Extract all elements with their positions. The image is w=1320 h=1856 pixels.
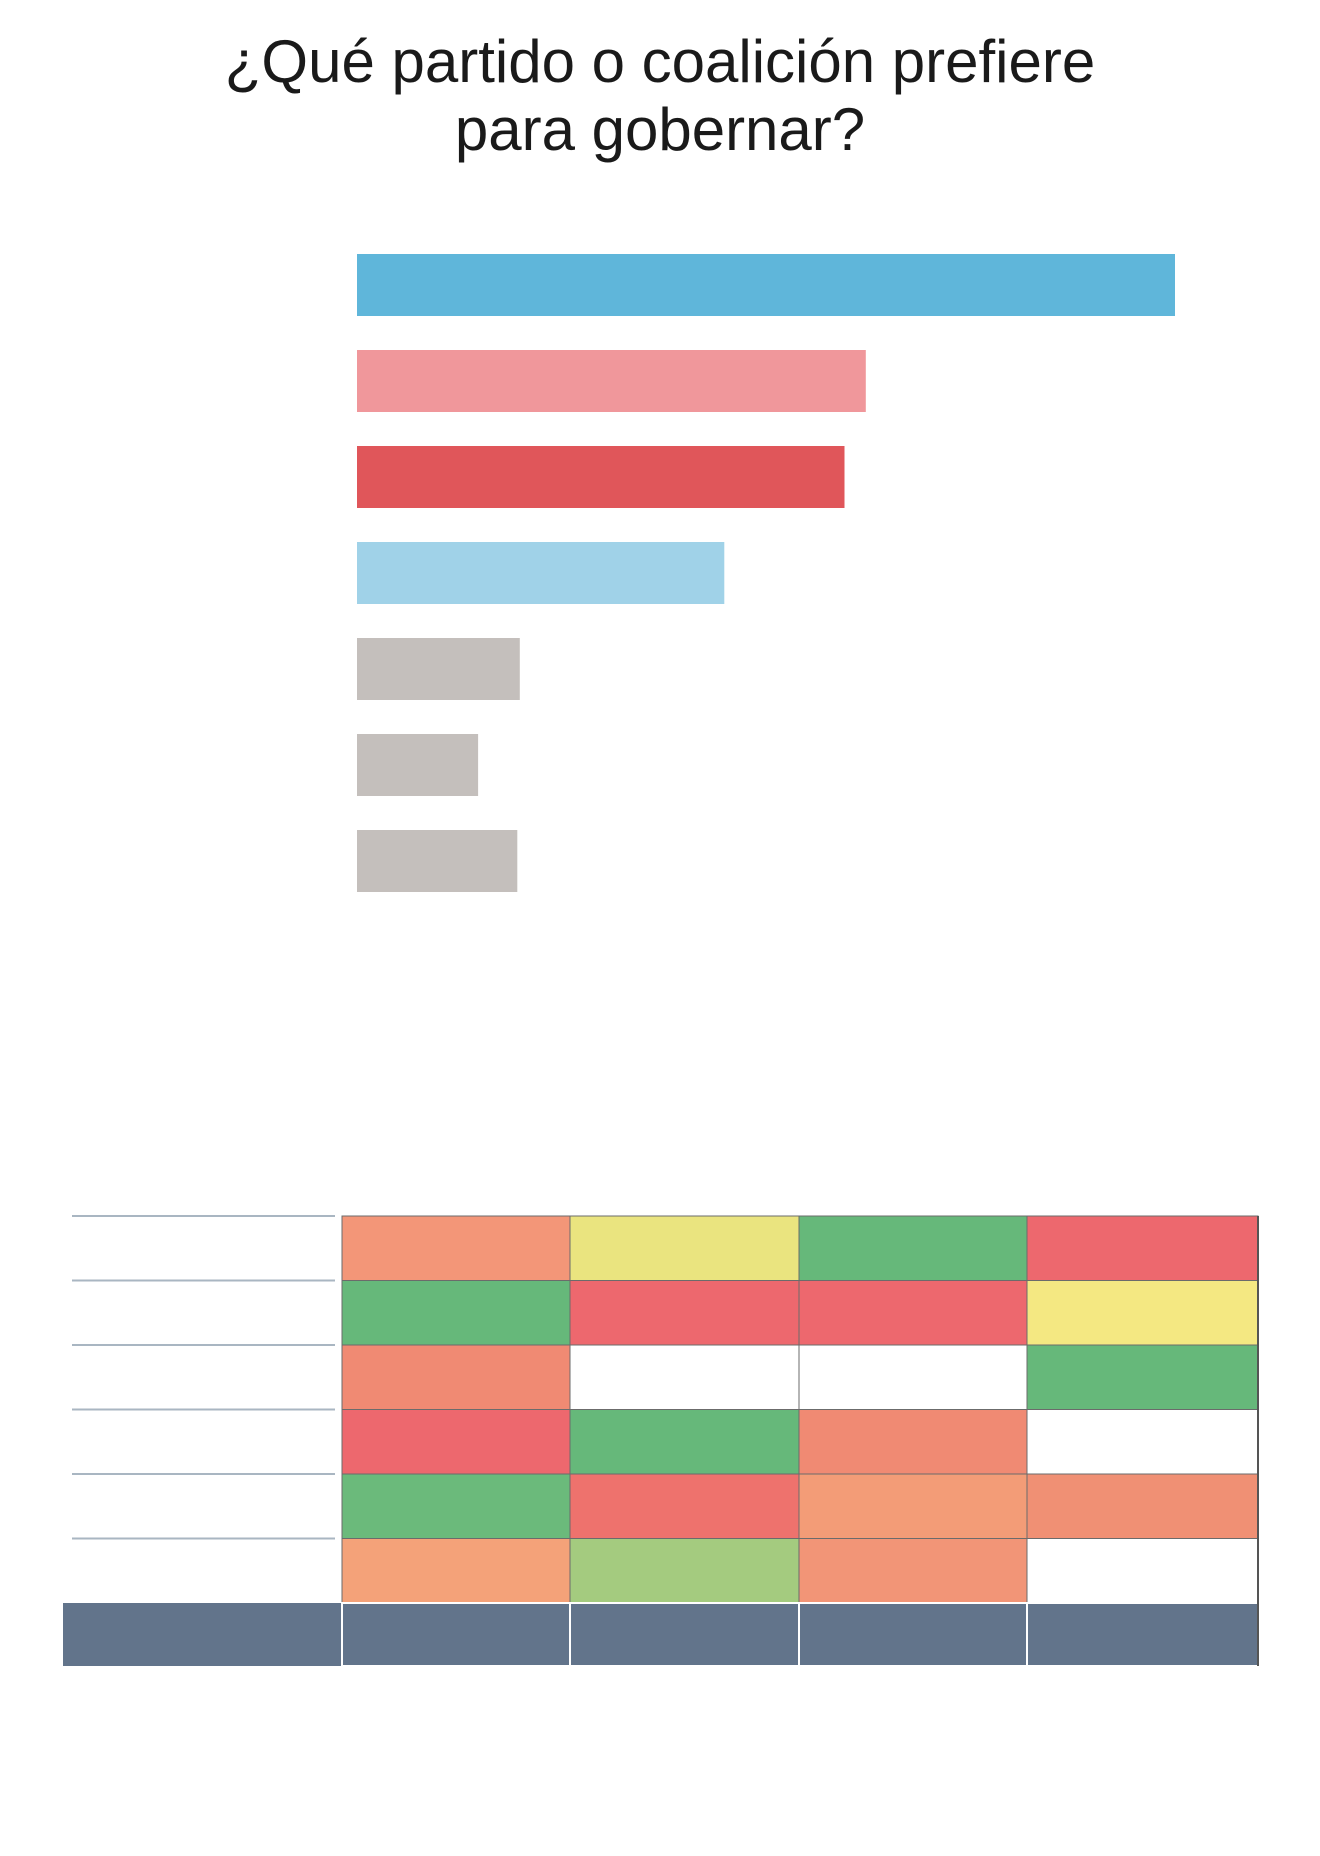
heat-cell-r5-c2 — [569, 1473, 800, 1539]
chart-title-line-2: para gobernar? — [454, 96, 866, 163]
heat-cell-r4-c2 — [569, 1409, 800, 1475]
heat-cell-r6-c2 — [569, 1538, 800, 1604]
heat-cell-r6-c1 — [341, 1538, 571, 1604]
bar-chart — [357, 254, 1175, 892]
chart-title: ¿Qué partido o coalición prefiere para g… — [0, 28, 1320, 164]
footer-cell-1 — [341, 1602, 571, 1667]
heat-cell-r1-c4 — [1026, 1215, 1259, 1281]
heat-cell-r3-c3 — [798, 1344, 1028, 1410]
heat-cell-r2-c2 — [569, 1280, 800, 1346]
heat-cell-r1-c1 — [341, 1215, 571, 1281]
heat-cell-r2-c4 — [1026, 1280, 1259, 1346]
bar-4 — [357, 542, 725, 604]
bar-2 — [357, 350, 866, 412]
heat-cell-r6-c3 — [798, 1538, 1028, 1604]
heat-cell-r4-c4 — [1026, 1409, 1259, 1475]
bar-7 — [357, 830, 518, 892]
chart-title-line-1: ¿Qué partido o coalición prefiere — [224, 28, 1096, 95]
footer-label-cell — [63, 1603, 342, 1666]
heat-cell-r5-c3 — [798, 1473, 1028, 1539]
bar-6 — [357, 734, 479, 796]
heat-cell-r5-c1 — [341, 1473, 571, 1539]
footer-cell-3 — [798, 1602, 1028, 1667]
footer-cell-4 — [1026, 1602, 1259, 1667]
bar-1 — [357, 254, 1175, 316]
heat-cell-r3-c1 — [341, 1344, 571, 1410]
heat-cell-r4-c3 — [798, 1409, 1028, 1475]
heat-cell-r2-c3 — [798, 1280, 1028, 1346]
heat-cell-r1-c3 — [798, 1215, 1028, 1281]
heat-cell-r5-c4 — [1026, 1473, 1259, 1539]
heat-cell-r1-c2 — [569, 1215, 800, 1281]
heat-cell-r3-c4 — [1026, 1344, 1259, 1410]
heat-cell-r6-c4 — [1026, 1538, 1259, 1604]
heat-cell-r3-c2 — [569, 1344, 800, 1410]
footer-cell-2 — [569, 1602, 800, 1667]
heat-cell-r2-c1 — [341, 1280, 571, 1346]
bar-5 — [357, 638, 520, 700]
bar-3 — [357, 446, 845, 508]
heat-cell-r4-c1 — [341, 1409, 571, 1475]
